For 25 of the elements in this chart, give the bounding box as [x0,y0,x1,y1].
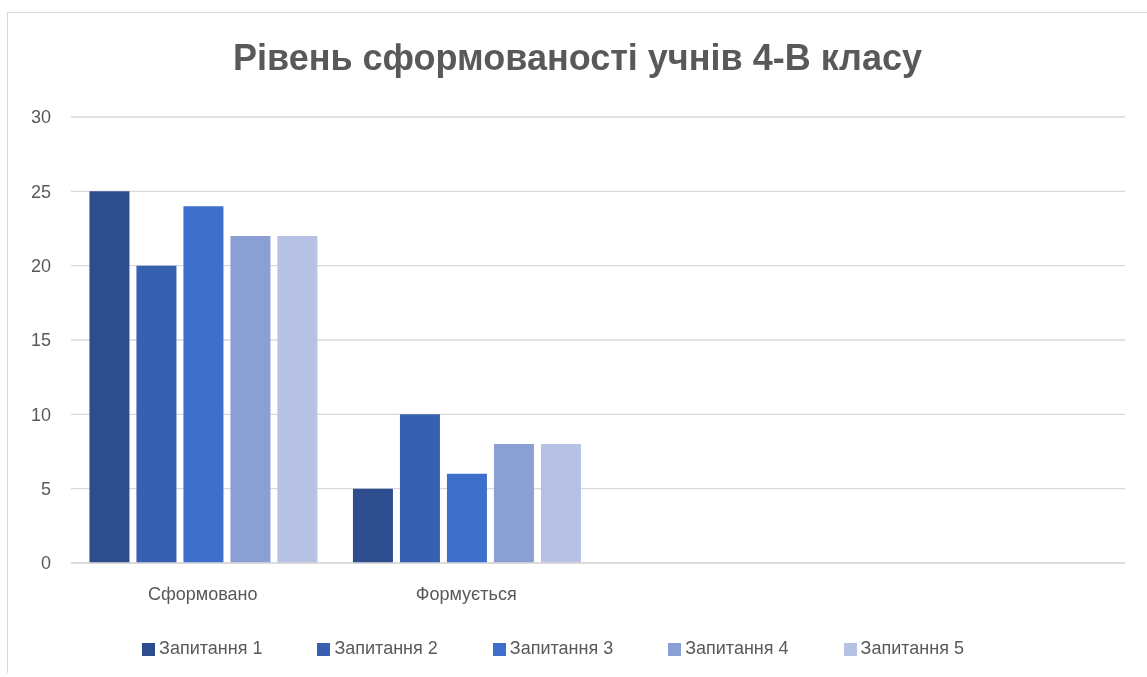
y-tick-label: 10 [30,404,51,425]
bar [89,191,130,563]
legend-label: Запитання 4 [685,638,789,658]
legend-label: Запитання 5 [860,638,964,658]
bar [352,488,393,563]
x-tick-label: Сформовано [147,583,258,604]
y-tick-label: 30 [30,107,51,128]
bar [277,235,318,563]
legend-label: Запитання 3 [509,638,614,658]
chart-title: Рівень сформованості учнів 4-В класу [231,36,924,80]
x-tick-label: Формується [415,583,517,604]
y-tick-label: 25 [30,181,51,202]
bar [446,473,487,563]
y-tick-label: 5 [40,479,51,500]
y-tick-label: 0 [40,553,51,574]
bar [136,265,177,563]
bar [540,444,581,563]
legend-label: Запитання 1 [159,638,263,658]
bar [183,206,224,563]
bar [493,444,534,563]
y-tick-label: 20 [30,256,51,277]
legend-label: Запитання 2 [334,638,438,658]
bar [399,414,440,563]
y-tick-label: 15 [30,330,51,351]
bar [230,235,271,563]
